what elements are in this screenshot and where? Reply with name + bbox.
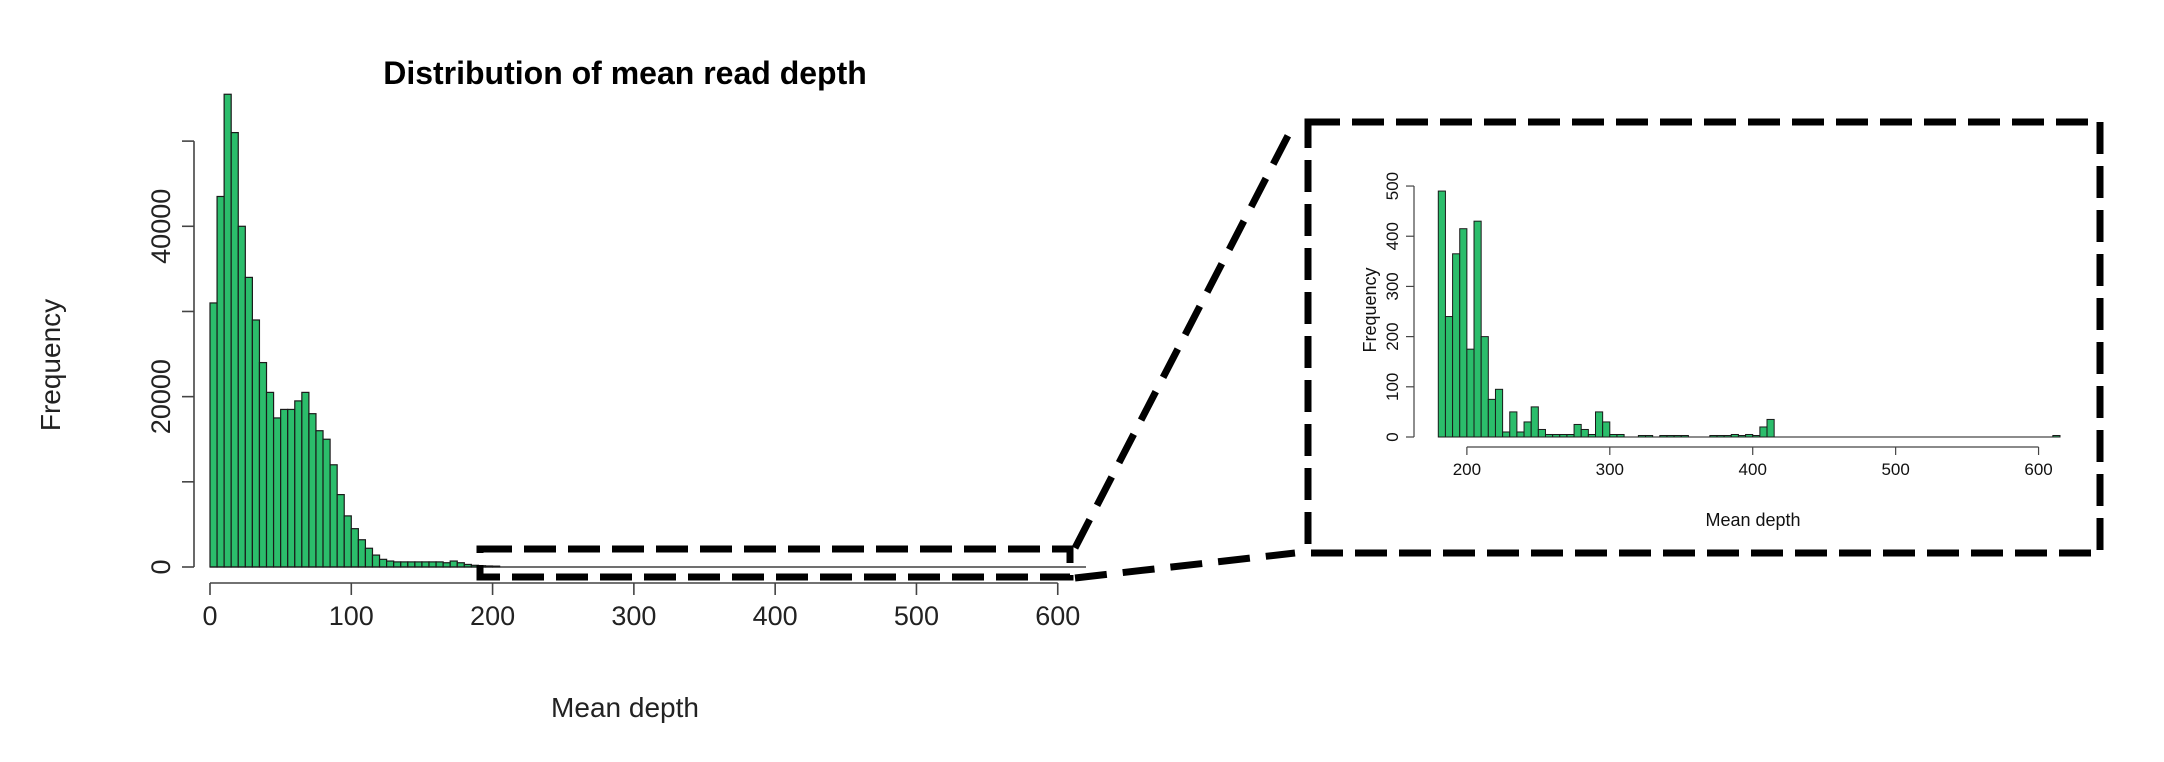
inset-x-tick-label: 400 <box>1739 460 1767 479</box>
main-bar <box>287 408 296 568</box>
inset-bar <box>1502 431 1511 438</box>
main-bar <box>315 430 324 568</box>
inset-y-tick-label: 200 <box>1383 322 1402 350</box>
main-bar <box>400 561 409 568</box>
main-x-tick-label: 400 <box>753 601 798 631</box>
inset-bar <box>1437 190 1446 438</box>
inset-bar <box>1480 336 1489 438</box>
main-bar <box>435 561 444 568</box>
main-bar <box>223 93 232 568</box>
inset-bar <box>1509 411 1518 438</box>
chart-title: Distribution of mean read depth <box>383 55 867 91</box>
inset-bar <box>1473 220 1482 438</box>
main-bar <box>209 302 218 568</box>
inset-bar <box>1459 228 1468 438</box>
inset-bar <box>1580 428 1589 438</box>
inset-bar <box>1530 406 1539 438</box>
inset-y-tick-label: 300 <box>1383 272 1402 300</box>
main-x-tick-label: 200 <box>470 601 515 631</box>
main-bar <box>421 561 430 568</box>
inset-bar <box>1537 428 1546 438</box>
inset-y-tick-label: 0 <box>1383 432 1402 441</box>
inset-bar <box>1766 418 1775 438</box>
main-bar <box>371 554 381 568</box>
main-bar <box>456 562 465 568</box>
main-bar <box>407 561 416 568</box>
main-bar <box>449 560 458 568</box>
zoom-connector-bottom <box>1074 549 1296 582</box>
main-bar <box>393 561 402 568</box>
main-x-axis-label: Mean depth <box>551 692 699 723</box>
main-x-tick-label: 100 <box>329 601 374 631</box>
inset-bar <box>1466 348 1475 438</box>
main-y-axis-label: Frequency <box>35 299 66 431</box>
main-x-tick-label: 300 <box>611 601 656 631</box>
main-y-tick-label: 0 <box>146 559 176 574</box>
inset-bar <box>1494 388 1504 438</box>
main-bar <box>244 276 253 568</box>
main-bar <box>357 539 367 568</box>
main-bar <box>216 195 225 568</box>
inset-x-tick-label: 600 <box>2024 460 2052 479</box>
zoom-region-box <box>476 545 1074 581</box>
main-bar <box>237 225 246 568</box>
inset-bar <box>1602 421 1611 438</box>
inset-y-tick-label: 400 <box>1383 222 1402 250</box>
inset-bar <box>1444 316 1454 438</box>
main-bar <box>301 391 310 568</box>
main-bar <box>230 131 239 568</box>
main-bar <box>322 438 331 568</box>
main-bar <box>272 417 282 568</box>
inset-y-tick-label: 500 <box>1383 172 1402 200</box>
main-bar <box>442 562 451 568</box>
inset-bar <box>1523 421 1532 438</box>
main-bar <box>386 560 395 568</box>
inset-x-axis-label: Mean depth <box>1705 510 1800 530</box>
inset-bar <box>1573 423 1582 438</box>
main-bar <box>265 391 275 568</box>
main-histogram-bars <box>209 93 1086 568</box>
inset-axes: 200 300 400 500 600 0 100 200 300 400 500 <box>1383 172 2053 479</box>
inset-bar <box>1487 398 1496 438</box>
zoom-connector-top <box>1071 120 1299 550</box>
main-bar <box>251 319 261 568</box>
main-bar <box>308 413 317 568</box>
main-x-tick-label: 500 <box>894 601 939 631</box>
inset-x-tick-label: 500 <box>1881 460 1909 479</box>
inset-panel-frame <box>1304 118 2104 557</box>
inset-bar <box>1595 411 1604 438</box>
main-x-tick-label: 600 <box>1035 601 1080 631</box>
inset-x-tick-label: 200 <box>1453 460 1481 479</box>
main-bar <box>364 547 374 568</box>
inset-y-tick-label: 100 <box>1383 373 1402 401</box>
main-bar <box>280 408 289 568</box>
inset-y-axis-label: Frequency <box>1360 267 1380 352</box>
main-bar <box>350 528 359 568</box>
main-x-tick-label: 0 <box>202 601 217 631</box>
main-bar <box>258 361 268 568</box>
main-bar <box>428 561 437 568</box>
main-bar <box>329 464 338 568</box>
main-y-tick-label: 40000 <box>146 189 176 264</box>
inset-bar <box>1759 426 1768 438</box>
main-bar <box>343 515 352 568</box>
inset-bar <box>1516 431 1525 438</box>
inset-x-tick-label: 300 <box>1596 460 1624 479</box>
main-bar <box>294 400 303 568</box>
main-bar <box>378 558 388 568</box>
main-bar <box>336 493 345 568</box>
inset-histogram-bars <box>1437 190 2061 438</box>
main-axes: 0 100 200 300 400 500 600 0 20000 40000 <box>146 140 1080 631</box>
inset-bar <box>1452 253 1461 438</box>
main-y-tick-label: 20000 <box>146 359 176 434</box>
main-bar <box>414 561 423 568</box>
